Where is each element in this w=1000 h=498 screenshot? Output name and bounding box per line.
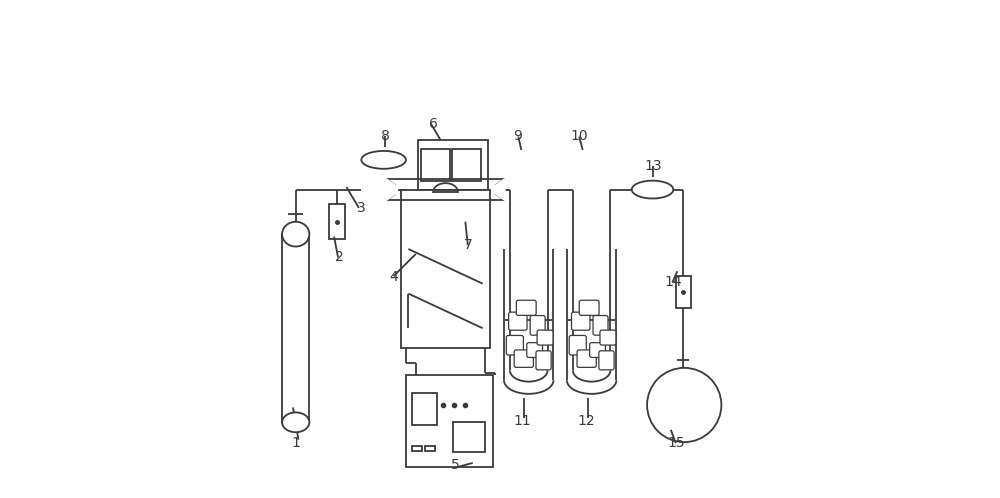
- Polygon shape: [386, 179, 396, 201]
- Text: 2: 2: [335, 250, 343, 264]
- FancyBboxPatch shape: [593, 316, 608, 335]
- FancyBboxPatch shape: [516, 300, 536, 315]
- Bar: [412, 446, 422, 451]
- FancyBboxPatch shape: [514, 350, 533, 368]
- Text: 7: 7: [463, 238, 472, 252]
- Circle shape: [647, 368, 721, 442]
- Text: 15: 15: [667, 436, 685, 450]
- Bar: [401, 190, 490, 348]
- FancyBboxPatch shape: [530, 316, 545, 335]
- Ellipse shape: [361, 151, 406, 169]
- FancyBboxPatch shape: [569, 336, 586, 355]
- Bar: [406, 375, 493, 467]
- Ellipse shape: [282, 412, 309, 432]
- FancyBboxPatch shape: [527, 343, 543, 358]
- Text: 1: 1: [292, 436, 300, 450]
- Text: 13: 13: [645, 159, 662, 173]
- FancyBboxPatch shape: [590, 343, 605, 358]
- FancyBboxPatch shape: [577, 350, 596, 368]
- Polygon shape: [495, 179, 505, 201]
- Bar: [425, 446, 435, 451]
- Bar: [453, 422, 485, 452]
- Text: 6: 6: [429, 117, 438, 130]
- FancyBboxPatch shape: [600, 330, 616, 345]
- Text: 4: 4: [389, 270, 398, 284]
- Bar: [412, 392, 437, 425]
- FancyBboxPatch shape: [536, 351, 551, 370]
- FancyBboxPatch shape: [537, 330, 553, 345]
- Bar: [676, 276, 691, 308]
- FancyBboxPatch shape: [572, 312, 590, 330]
- Bar: [452, 149, 481, 181]
- Bar: [421, 149, 450, 181]
- FancyBboxPatch shape: [599, 351, 614, 370]
- Ellipse shape: [282, 222, 309, 247]
- FancyBboxPatch shape: [506, 336, 523, 355]
- Bar: [282, 234, 309, 422]
- Text: 8: 8: [381, 129, 390, 143]
- Bar: [418, 140, 488, 190]
- Bar: [329, 205, 345, 239]
- Text: 14: 14: [665, 275, 682, 289]
- FancyBboxPatch shape: [579, 300, 599, 315]
- Ellipse shape: [632, 181, 673, 199]
- Text: 5: 5: [451, 458, 460, 473]
- FancyBboxPatch shape: [509, 312, 527, 330]
- Text: 10: 10: [570, 129, 588, 143]
- Text: 12: 12: [578, 414, 595, 428]
- Text: 3: 3: [357, 201, 366, 215]
- Text: 11: 11: [513, 414, 531, 428]
- Text: 9: 9: [513, 129, 522, 143]
